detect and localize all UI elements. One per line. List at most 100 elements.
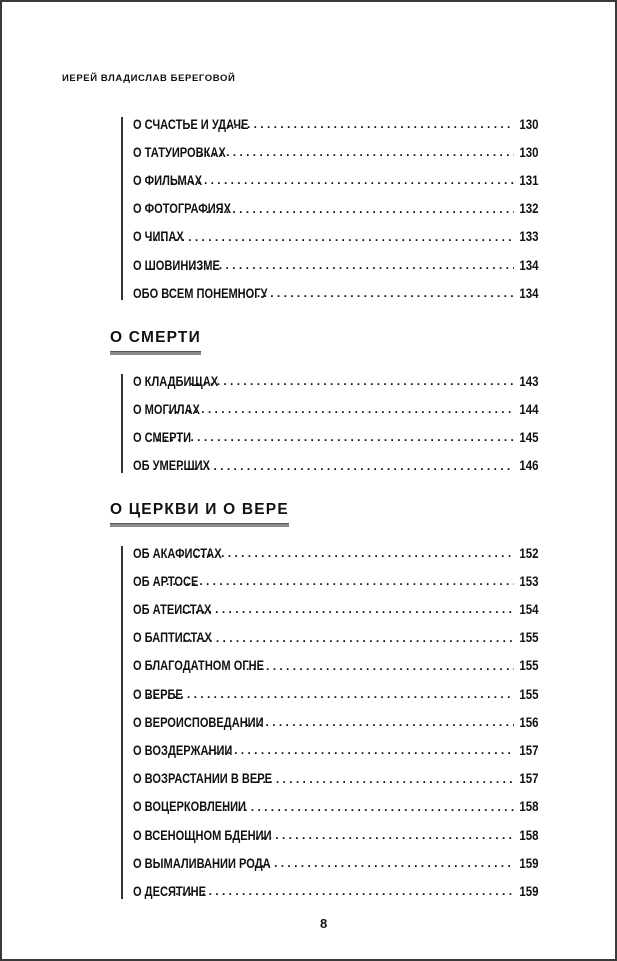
toc-entry[interactable]: ОБО ВСЕМ ПОНЕМНОГУ 134 (133, 283, 539, 303)
toc-entry-title: О КЛАДБИЩАХ (133, 373, 219, 389)
dot-leader (180, 459, 514, 473)
dot-leader (183, 631, 515, 645)
toc-entry-title: ОБ АТЕИСТАХ (133, 601, 212, 617)
toc-entry-page: 159 (519, 855, 539, 871)
toc-entry[interactable]: О ВОЦЕРКОВЛЕНИИ 158 (133, 797, 539, 817)
toc-entry[interactable]: О ТАТУИРОВКАХ 130 (133, 142, 539, 162)
toc-entry-title: О ТАТУИРОВКАХ (133, 144, 226, 160)
toc-entry-title: О ВОЦЕРКОВЛЕНИИ (133, 799, 247, 815)
toc-entry-title: О ФИЛЬМАХ (133, 172, 203, 188)
toc-entry-page: 158 (519, 827, 539, 843)
toc-entry-title: О ВОЗРАСТАНИИ В ВЕРЕ (133, 771, 273, 787)
toc-entry[interactable]: О ВЕРОИСПОВЕДАНИИ 156 (133, 712, 539, 732)
dot-leader (256, 772, 515, 786)
toc-entry[interactable]: О БАПТИСТАХ 155 (133, 628, 539, 648)
dot-leader (206, 202, 515, 216)
toc-entry[interactable]: ОБ АКАФИСТАХ 152 (133, 543, 539, 563)
toc-entry-title: О ДЕСЯТИНЕ (133, 883, 207, 899)
toc-entry[interactable]: О ВОЗРАСТАНИИ В ВЕРЕ 157 (133, 769, 539, 789)
toc-entry-title: О БЛАГОДАТНОМ ОГНЕ (133, 658, 264, 674)
section-heading-death: О СМЕРТИ (110, 329, 201, 355)
toc-entry-page: 154 (519, 601, 539, 617)
toc-entry[interactable]: О ВОЗДЕРЖАНИИ 157 (133, 740, 539, 760)
toc-entry[interactable]: О ЧИПАХ 133 (133, 227, 539, 247)
toc-entry-title: ОБО ВСЕМ ПОНЕМНОГУ (133, 285, 268, 301)
toc-entry-title: О ЧИПАХ (133, 229, 184, 245)
dot-leader (157, 430, 514, 444)
dot-leader (250, 286, 514, 300)
toc-entry-page: 134 (519, 257, 539, 273)
dot-leader (147, 687, 514, 701)
toc-entry-page: 156 (519, 714, 539, 730)
toc-entry[interactable]: О ВЫМАЛИВАНИИ РОДА 159 (133, 853, 539, 873)
toc-entry-page: 132 (519, 201, 539, 217)
toc-entry[interactable]: О МОГИЛАХ 144 (133, 399, 539, 419)
group-rule (121, 374, 123, 473)
page-number: 8 (320, 916, 328, 931)
toc-entry-page: 155 (519, 686, 539, 702)
dot-leader (171, 173, 515, 187)
toc-entry-page: 152 (519, 545, 539, 561)
toc-entry-page: 130 (519, 116, 539, 132)
toc-entry[interactable]: О БЛАГОДАТНОМ ОГНЕ 155 (133, 656, 539, 676)
toc-entry-title: О ВЫМАЛИВАНИИ РОДА (133, 855, 271, 871)
toc-entry-title: О ВСЕНОЩНОМ БДЕНИИ (133, 827, 272, 843)
toc-entry-title: ОБ АКАФИСТАХ (133, 545, 222, 561)
toc-entry-title: О ВЕРБЕ (133, 686, 183, 702)
dot-leader (199, 145, 514, 159)
toc-entry[interactable]: О ВСЕНОЩНОМ БДЕНИИ 158 (133, 825, 539, 845)
dot-leader (227, 117, 515, 131)
toc-entry[interactable]: ОБ АТЕИСТАХ 154 (133, 599, 539, 619)
toc-entry-title: ОБ АРТОСЕ (133, 573, 199, 589)
toc-entry-page: 133 (519, 229, 539, 245)
toc-entry-page: 153 (519, 573, 539, 589)
toc-entry-page: 131 (519, 172, 539, 188)
toc-entry-title: О СЧАСТЬЕ И УДАЧЕ (133, 116, 249, 132)
dot-leader (190, 374, 514, 388)
toc-entry[interactable]: О ШОВИНИЗМЕ 134 (133, 255, 539, 275)
dot-leader (175, 884, 514, 898)
toc-entry-page: 159 (519, 883, 539, 899)
dot-leader (224, 800, 514, 814)
toc-entry[interactable]: ОБ УМЕРШИХ 146 (133, 456, 539, 476)
toc-entry-page: 157 (519, 742, 539, 758)
dot-leader (192, 258, 514, 272)
toc-entry-title: О ВЕРОИСПОВЕДАНИИ (133, 714, 264, 730)
toc-entry[interactable]: О СМЕРТИ 145 (133, 427, 539, 447)
section-heading-church-faith: О ЦЕРКВИ И О ВЕРЕ (110, 501, 289, 527)
toc-entry-title: О ШОВИНИЗМЕ (133, 257, 220, 273)
toc-group: ОБ АКАФИСТАХ 152 ОБ АРТОСЕ 153 ОБ АТЕИСТАХ 15… (121, 543, 539, 902)
toc-entry[interactable]: О ВЕРБЕ 155 (133, 684, 539, 704)
dot-leader (194, 546, 514, 560)
dot-leader (166, 574, 514, 588)
toc-group: О КЛАДБИЩАХ 143 О МОГИЛАХ 144 О СМЕРТИ 145 ОБ … (121, 371, 539, 476)
toc-entry-title: О ВОЗДЕРЖАНИИ (133, 742, 233, 758)
toc-entry-page: 144 (519, 401, 539, 417)
toc-entry-page: 155 (519, 630, 539, 646)
toc-entry[interactable]: О ДЕСЯТИНЕ 159 (133, 881, 539, 901)
group-rule (121, 117, 123, 301)
dot-leader (255, 828, 514, 842)
toc-group: О СЧАСТЬЕ И УДАЧЕ 130 О ТАТУИРОВКАХ 130 О ФИ… (121, 114, 539, 303)
dot-leader (246, 659, 514, 673)
dot-leader (254, 856, 514, 870)
dot-leader (207, 743, 514, 757)
toc-entry-page: 143 (519, 373, 539, 389)
toc-entry[interactable]: О ФОТОГРАФИЯХ 132 (133, 199, 539, 219)
toc-entry[interactable]: ОБ АРТОСЕ 153 (133, 571, 539, 591)
group-rule (121, 546, 123, 899)
toc-entry[interactable]: О СЧАСТЬЕ И УДАЧЕ 130 (133, 114, 539, 134)
toc-entry-title: О СМЕРТИ (133, 429, 192, 445)
dot-leader (168, 402, 515, 416)
dot-leader (148, 230, 514, 244)
toc-entry-page: 155 (519, 658, 539, 674)
toc-entry[interactable]: О ФИЛЬМАХ 131 (133, 170, 539, 190)
toc-entry-page: 134 (519, 285, 539, 301)
toc-entry-title: О БАПТИСТАХ (133, 630, 212, 646)
toc-entry[interactable]: О КЛАДБИЩАХ 143 (133, 371, 539, 391)
toc-entry-title: О ФОТОГРАФИЯХ (133, 201, 232, 217)
dot-leader (246, 715, 515, 729)
running-head: ИЕРЕЙ ВЛАДИСЛАВ БЕРЕГОВОЙ (62, 73, 236, 84)
toc-entry-page: 157 (519, 771, 539, 787)
toc-entry-title: ОБ УМЕРШИХ (133, 458, 210, 474)
